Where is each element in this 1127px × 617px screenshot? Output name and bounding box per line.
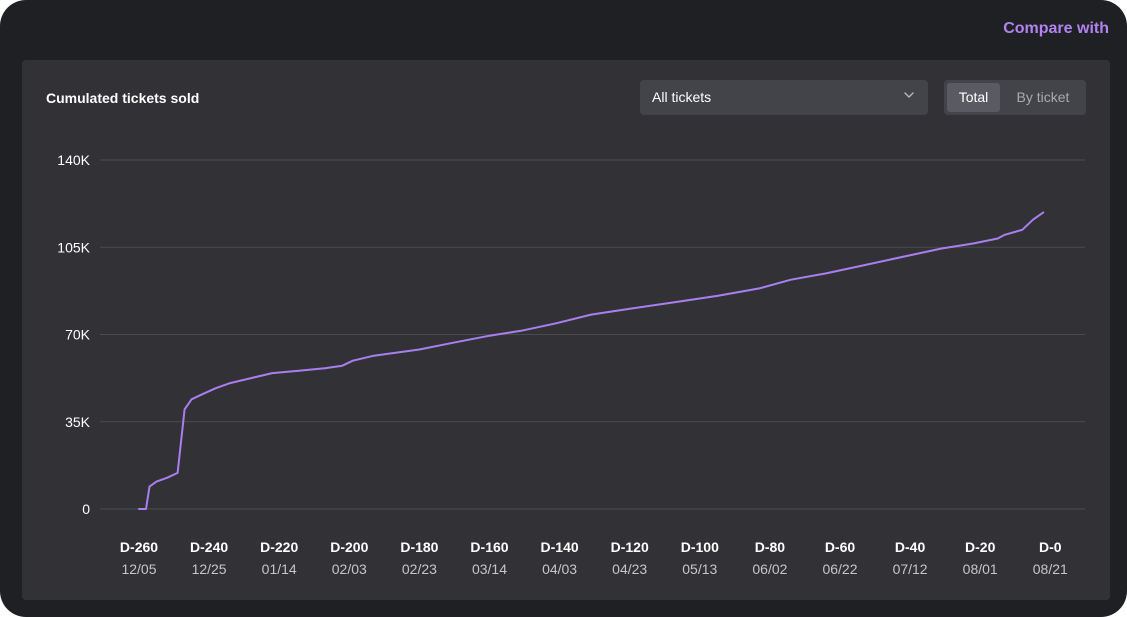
- x-tick-date-label: 02/03: [332, 561, 367, 577]
- chevron-down-icon: [904, 92, 914, 98]
- ticket-type-select[interactable]: All tickets: [640, 80, 928, 115]
- x-tick-date-label: 12/05: [121, 561, 156, 577]
- x-tick-label: D-40: [895, 539, 926, 555]
- x-tick-date-label: 08/21: [1033, 561, 1068, 577]
- y-tick-label: 105K: [57, 239, 90, 255]
- x-tick-label: D-240: [190, 539, 228, 555]
- view-toggle: Total By ticket: [944, 80, 1086, 115]
- y-tick-label: 35K: [65, 414, 91, 430]
- y-tick-label: 0: [82, 501, 90, 517]
- x-tick-label: D-120: [611, 539, 649, 555]
- x-tick-date-label: 02/23: [402, 561, 437, 577]
- x-tick-date-label: 12/25: [192, 561, 227, 577]
- x-tick-label: D-80: [755, 539, 786, 555]
- x-tick-date-label: 04/03: [542, 561, 577, 577]
- x-tick-label: D-160: [470, 539, 508, 555]
- by-ticket-toggle-button[interactable]: By ticket: [1016, 89, 1070, 105]
- x-tick-label: D-100: [681, 539, 719, 555]
- y-tick-label: 70K: [65, 327, 91, 343]
- x-tick-label: D-180: [400, 539, 438, 555]
- x-tick-date-label: 01/14: [262, 561, 297, 577]
- x-tick-label: D-140: [541, 539, 579, 555]
- compare-with-link[interactable]: Compare with: [1003, 20, 1109, 37]
- y-tick-label: 140K: [57, 152, 90, 168]
- x-tick-date-label: 08/01: [963, 561, 998, 577]
- chart-card: Cumulated tickets sold All tickets Total…: [22, 60, 1110, 600]
- x-tick-date-label: 04/23: [612, 561, 647, 577]
- total-toggle-button[interactable]: Total: [947, 83, 1000, 112]
- ticket-type-select-value: All tickets: [652, 89, 712, 105]
- series-line: [138, 211, 1045, 510]
- x-tick-label: D-20: [965, 539, 996, 555]
- x-tick-label: D-200: [330, 539, 368, 555]
- x-tick-date-label: 07/12: [893, 561, 928, 577]
- x-tick-label: D-220: [260, 539, 298, 555]
- x-tick-date-label: 06/22: [822, 561, 857, 577]
- x-tick-label: D-0: [1039, 539, 1062, 555]
- cumulated-tickets-chart: 0 35K 70K 105K 140K D-260 12/05 D-240 12/25 D-220…: [57, 152, 1085, 577]
- x-tick-label: D-60: [825, 539, 856, 555]
- x-tick-date-label: 03/14: [472, 561, 507, 577]
- chart-title: Cumulated tickets sold: [46, 90, 200, 106]
- x-tick-date-label: 05/13: [682, 561, 717, 577]
- x-tick-date-label: 06/02: [752, 561, 787, 577]
- x-tick-label: D-260: [120, 539, 158, 555]
